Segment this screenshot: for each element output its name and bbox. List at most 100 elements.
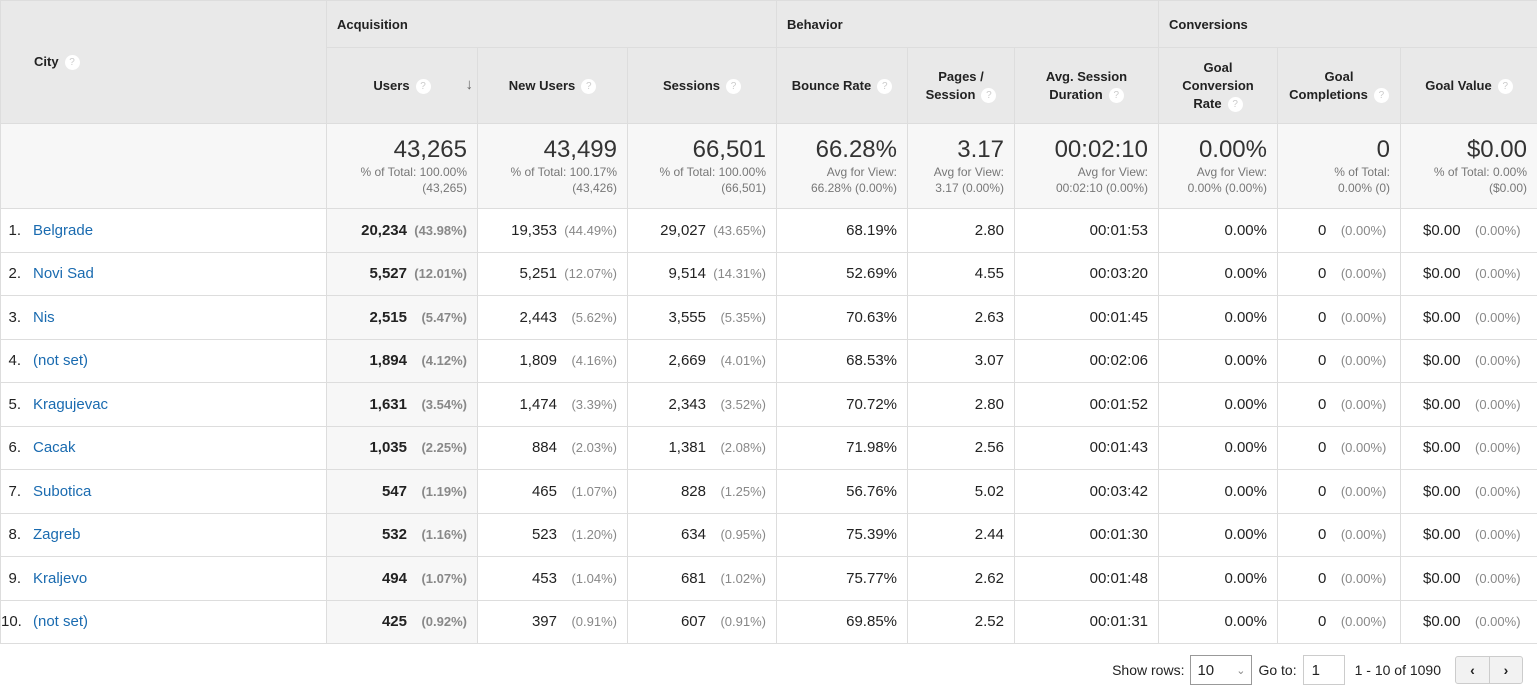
sort-descending-icon[interactable]: ↓ xyxy=(465,76,474,93)
city-link[interactable]: Nis xyxy=(33,308,55,326)
sess-cell: 3,555 (5.35%) xyxy=(627,295,777,340)
new-cell: 1,474 (3.39%) xyxy=(477,382,628,427)
total-caption: % of Total: 0.00% xyxy=(1433,165,1527,179)
new-cell: 2,443 (5.62%) xyxy=(477,295,628,340)
city-link[interactable]: Novi Sad xyxy=(33,265,94,283)
pps-cell: 2.80 xyxy=(907,382,1015,427)
gcr-value: 0.00% xyxy=(1224,613,1267,631)
gcr-value: 0.00% xyxy=(1224,482,1267,500)
city-link[interactable]: (not set) xyxy=(33,352,89,370)
help-icon[interactable]: ? xyxy=(64,55,80,71)
gv-cell: $0.00 (0.00%) xyxy=(1400,251,1537,296)
gcr-value: 0.00% xyxy=(1224,352,1267,370)
pps-cell: 4.55 xyxy=(907,251,1015,296)
column-header-pages-session[interactable]: Pages / Session? xyxy=(907,47,1015,124)
sess-cell: 2,669 (4.01%) xyxy=(627,338,777,383)
city-link[interactable]: Zagreb xyxy=(33,526,81,544)
city-label: City xyxy=(34,53,59,69)
sess-percent: (43.65%) xyxy=(713,222,766,238)
pps-cell: 2.56 xyxy=(907,425,1015,470)
sess-cell: 607 (0.91%) xyxy=(627,599,777,644)
help-icon[interactable]: ? xyxy=(981,87,997,103)
new-cell: 397 (0.91%) xyxy=(477,599,628,644)
new-cell: 523 (1.20%) xyxy=(477,512,628,557)
new-value: 5,251 xyxy=(519,265,557,283)
bounce-value: 68.53% xyxy=(846,352,897,370)
sess-percent: (0.95%) xyxy=(720,527,766,543)
column-header-sessions[interactable]: Sessions? xyxy=(627,47,777,124)
help-icon[interactable]: ? xyxy=(1373,87,1389,103)
help-icon[interactable]: ? xyxy=(581,78,597,94)
gv-cell: $0.00 (0.00%) xyxy=(1400,382,1537,427)
show-rows-select[interactable]: 10 ⌄ xyxy=(1190,655,1253,685)
help-icon[interactable]: ? xyxy=(415,78,431,94)
prev-page-button[interactable]: ‹ xyxy=(1470,662,1475,678)
column-header-new-users[interactable]: New Users? xyxy=(477,47,628,124)
new-percent: (3.39%) xyxy=(571,396,617,412)
city-link[interactable]: Cacak xyxy=(33,439,76,457)
column-header-bounce-rate[interactable]: Bounce Rate? xyxy=(776,47,908,124)
column-header-city[interactable]: City? xyxy=(0,0,327,124)
city-cell: 1. Belgrade xyxy=(0,208,327,253)
column-header-goal-value[interactable]: Goal Value? xyxy=(1400,47,1537,124)
column-header-avg-session-duration[interactable]: Avg. Session Duration? xyxy=(1014,47,1159,124)
gc-value: 0 xyxy=(1318,308,1327,326)
total-value: 0.00% xyxy=(1198,136,1267,163)
help-icon[interactable]: ? xyxy=(877,78,893,94)
bounce-value: 75.39% xyxy=(846,526,897,544)
range-text: 1 - 10 of 1090 xyxy=(1354,662,1441,678)
total-caption: % of Total: 100.00% xyxy=(360,165,467,179)
help-icon[interactable]: ? xyxy=(1497,78,1513,94)
gv-cell: $0.00 (0.00%) xyxy=(1400,556,1537,601)
column-header-goal-conversion-rate[interactable]: Goal Conversion Rate? xyxy=(1158,47,1278,124)
next-page-button[interactable]: › xyxy=(1489,657,1522,683)
dur-value: 00:01:45 xyxy=(1089,308,1148,326)
city-link[interactable]: Kraljevo xyxy=(33,569,88,587)
sess-value: 29,027 xyxy=(660,221,706,239)
new-cell: 19,353 (44.49%) xyxy=(477,208,628,253)
sess-value: 634 xyxy=(680,526,706,544)
dur-cell: 00:01:43 xyxy=(1014,425,1159,470)
users-cell: 547 (1.19%) xyxy=(326,469,478,514)
new-percent: (4.16%) xyxy=(571,353,617,369)
pps-value: 2.52 xyxy=(974,613,1004,631)
table-row: 1. Belgrade 20,234 (43.98%) 19,353 (44.49%) 29… xyxy=(0,208,1537,253)
help-icon[interactable]: ? xyxy=(1227,96,1243,112)
gv-value: $0.00 xyxy=(1423,439,1461,457)
table-row: 5. Kragujevac 1,631 (3.54%) 1,474 (3.39%) 2,34… xyxy=(0,382,1537,427)
total-caption: 66.28% (0.00%) xyxy=(810,181,897,195)
new-cell: 453 (1.04%) xyxy=(477,556,628,601)
gc-percent: (0.00%) xyxy=(1340,222,1387,238)
city-link[interactable]: Belgrade xyxy=(33,221,94,239)
city-link[interactable]: (not set) xyxy=(33,613,89,631)
total-value: 00:02:10 xyxy=(1054,136,1148,163)
gcr-cell: 0.00% xyxy=(1158,425,1278,470)
total-caption: % of Total: xyxy=(1334,165,1390,179)
total-caption: 00:02:10 (0.00%) xyxy=(1055,181,1148,195)
bounce-value: 71.98% xyxy=(846,439,897,457)
users-percent: (3.54%) xyxy=(421,396,467,412)
help-icon[interactable]: ? xyxy=(1108,87,1124,103)
goto-input[interactable]: 1 xyxy=(1302,655,1345,685)
help-icon[interactable]: ? xyxy=(726,78,742,94)
gc-cell: 0 (0.00%) xyxy=(1277,425,1401,470)
city-cell: 2. Novi Sad xyxy=(0,251,327,296)
city-cell: 8. Zagreb xyxy=(0,512,327,557)
city-link[interactable]: Subotica xyxy=(33,482,92,500)
gv-value: $0.00 xyxy=(1423,265,1461,283)
gc-cell: 0 (0.00%) xyxy=(1277,556,1401,601)
sess-percent: (1.02%) xyxy=(720,570,766,586)
city-link[interactable]: Kragujevac xyxy=(33,395,109,413)
dur-value: 00:01:53 xyxy=(1089,221,1148,239)
column-header-goal-completions[interactable]: Goal Completions? xyxy=(1277,47,1401,124)
dur-value: 00:01:48 xyxy=(1089,569,1148,587)
row-index: 10. xyxy=(1,613,22,631)
gv-cell: $0.00 (0.00%) xyxy=(1400,338,1537,383)
city-cell: 6. Cacak xyxy=(0,425,327,470)
dur-cell: 00:03:42 xyxy=(1014,469,1159,514)
total-value: 66.28% xyxy=(815,136,897,163)
column-label: Pages / Session xyxy=(925,68,984,102)
column-header-users[interactable]: Users? ↓ xyxy=(326,47,478,124)
table-row: 10. (not set) 425 (0.92%) 397 (0.91%) 607 (0.91… xyxy=(0,599,1537,644)
dur-cell: 00:03:20 xyxy=(1014,251,1159,296)
